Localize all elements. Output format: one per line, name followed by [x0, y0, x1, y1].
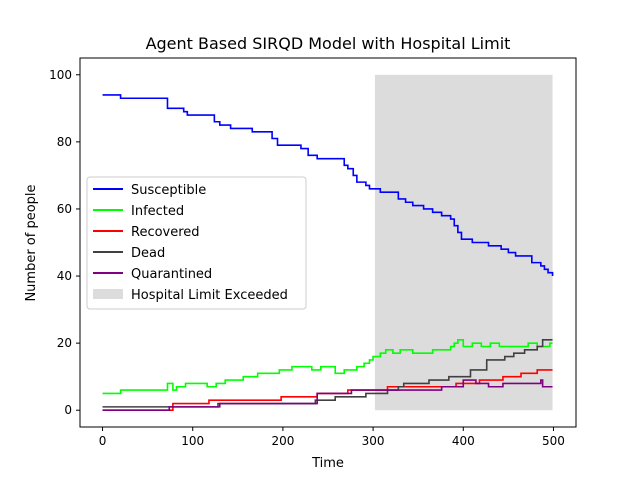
x-tick-label: 200 — [271, 434, 294, 448]
axes-frame — [79, 57, 577, 428]
x-tick-label: 300 — [362, 434, 385, 448]
chart-title: Agent Based SIRQD Model with Hospital Li… — [146, 34, 511, 53]
plot-area: 0 100 200 300 400 500 0 20 40 60 80 100 Susceptible I… — [49, 57, 577, 448]
y-tick-label: 60 — [57, 202, 72, 216]
legend-label: Dead — [131, 246, 165, 261]
legend-swatch-hospital-limit — [93, 289, 123, 299]
legend-label: Hospital Limit Exceeded — [131, 288, 288, 303]
legend-label: Susceptible — [131, 183, 206, 198]
legend-box — [86, 176, 307, 310]
x-tick-label: 100 — [181, 434, 204, 448]
legend-label: Infected — [131, 204, 184, 219]
y-tick-label: 100 — [49, 68, 72, 82]
y-tick-label: 80 — [57, 135, 72, 149]
series-line-recovered — [102, 369, 553, 412]
y-tick-label: 0 — [64, 403, 72, 417]
x-tick-label: 0 — [99, 434, 107, 448]
y-axis-label: Number of people — [24, 184, 39, 301]
series-line-infected — [102, 338, 553, 395]
series-line-quarantined — [102, 379, 553, 412]
legend-label: Recovered — [131, 225, 200, 240]
x-tick-label: 400 — [452, 434, 475, 448]
x-tick-label: 500 — [542, 434, 565, 448]
legend-label: Quarantined — [131, 267, 212, 282]
y-tick-label: 40 — [57, 269, 72, 283]
series-line-susceptible — [102, 94, 554, 277]
x-axis-label: Time — [311, 456, 344, 471]
hospital-limit-region — [374, 74, 553, 411]
y-tick-label: 20 — [57, 336, 72, 350]
